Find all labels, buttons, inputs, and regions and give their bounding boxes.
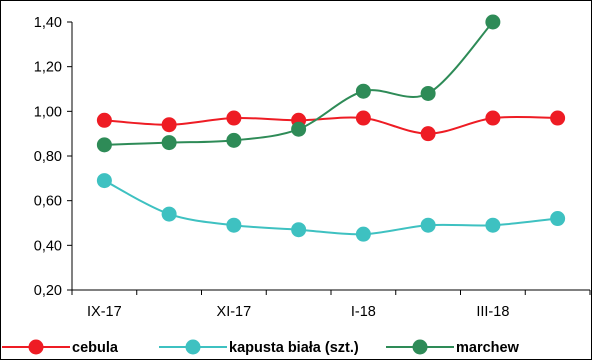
- legend-marker: [28, 339, 44, 355]
- series-3-point: [420, 85, 436, 101]
- x-tick-label: I-18: [351, 304, 376, 320]
- y-tick-label: 0,80: [34, 149, 62, 165]
- series-1-point: [226, 110, 242, 126]
- legend-marker: [412, 339, 428, 355]
- series-3-point: [485, 14, 501, 30]
- legend-label: kapusta biała (szt.): [229, 340, 359, 356]
- x-tick-label: XI-17: [217, 304, 252, 320]
- legend-item: marchew: [386, 339, 520, 356]
- y-tick-label: 1,40: [34, 15, 62, 31]
- axes: 0,20 0,40 0,60 0,80 1,00 1,20 1,40 IX-17 XI-17 I-…: [34, 15, 591, 320]
- legend-label: cebula: [72, 340, 119, 356]
- series-1-point: [485, 110, 501, 126]
- y-tick-label: 1,00: [34, 104, 62, 120]
- series-2-point: [226, 217, 242, 233]
- series-2-point: [485, 217, 501, 233]
- series-3-point: [355, 83, 371, 99]
- series-2-point: [291, 222, 307, 238]
- y-tick-label: 0,40: [34, 238, 62, 254]
- series-3-point: [291, 121, 307, 137]
- legend-marker: [185, 339, 201, 355]
- series-1-point: [161, 117, 177, 133]
- series-1-point: [550, 110, 566, 126]
- x-tick-label: IX-17: [87, 304, 122, 320]
- legend-item: kapusta biała (szt.): [159, 339, 359, 356]
- series-1-point: [355, 110, 371, 126]
- series-2-point: [355, 226, 371, 242]
- series-points: [96, 14, 566, 242]
- legend: cebula kapusta biała (szt.) marchew: [2, 339, 520, 356]
- legend-label: marchew: [456, 340, 520, 356]
- y-tick-label: 1,20: [34, 60, 62, 76]
- series-1-point: [96, 112, 112, 128]
- y-tick-label: 0,20: [34, 283, 62, 299]
- series-2-point: [96, 173, 112, 189]
- legend-item: cebula: [2, 339, 119, 356]
- series-3-point: [161, 135, 177, 151]
- series-1-point: [420, 126, 436, 142]
- series-2-point: [420, 217, 436, 233]
- x-tick-label: III-18: [476, 304, 509, 320]
- series-2-point: [161, 206, 177, 222]
- series-3-point: [226, 132, 242, 148]
- y-tick-label: 0,60: [34, 194, 62, 210]
- series-3-point: [96, 137, 112, 153]
- series-2-point: [550, 211, 566, 227]
